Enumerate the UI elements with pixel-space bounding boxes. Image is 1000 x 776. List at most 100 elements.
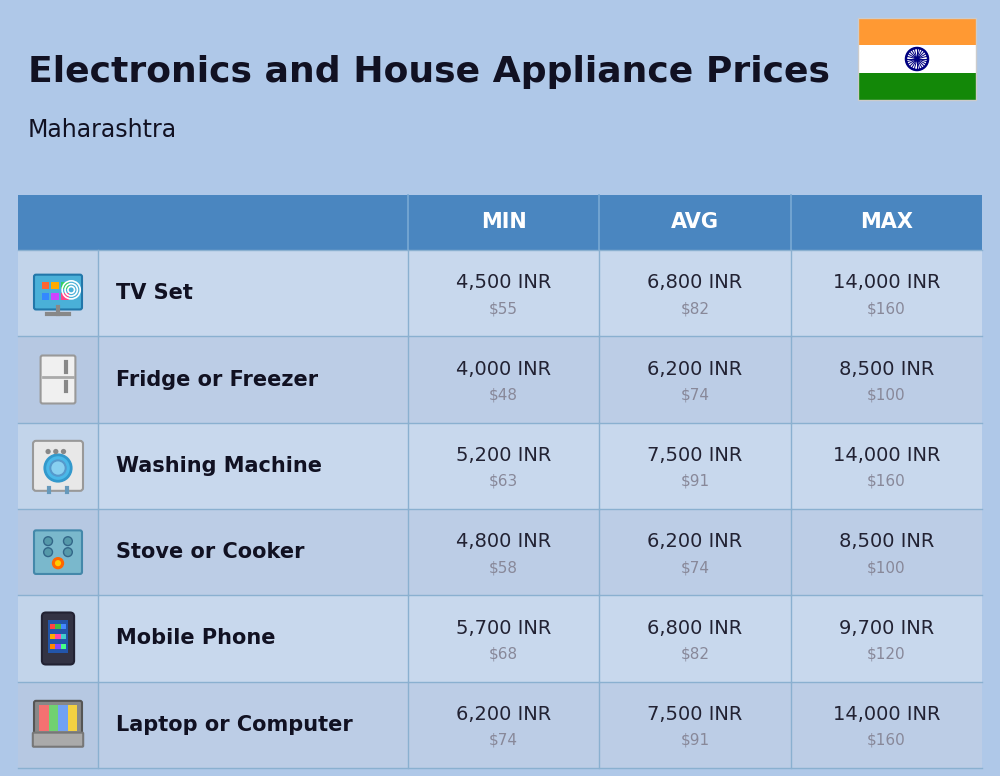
Circle shape [50, 460, 66, 476]
Text: MAX: MAX [860, 213, 913, 233]
Circle shape [52, 557, 64, 570]
Text: Washing Machine: Washing Machine [116, 456, 322, 476]
Text: Stove or Cooker: Stove or Cooker [116, 542, 304, 562]
Text: Laptop or Computer: Laptop or Computer [116, 715, 353, 735]
Text: $160: $160 [867, 733, 906, 748]
Text: 14,000 INR: 14,000 INR [833, 273, 940, 293]
Text: 9,700 INR: 9,700 INR [839, 618, 934, 638]
Bar [18, 681, 98, 768]
Bar [858, 18, 976, 100]
Bar [61, 624, 66, 629]
Text: 6,200 INR: 6,200 INR [456, 705, 551, 724]
Text: Fridge or Freezer: Fridge or Freezer [116, 369, 318, 390]
Bar [18, 595, 98, 681]
Text: 14,000 INR: 14,000 INR [833, 446, 940, 465]
Text: 4,500 INR: 4,500 INR [456, 273, 551, 293]
Bar [39, 705, 49, 731]
Circle shape [55, 560, 61, 566]
Text: 4,800 INR: 4,800 INR [456, 532, 551, 551]
Bar [42, 293, 49, 300]
Bar [858, 18, 976, 45]
Bar [61, 634, 66, 639]
FancyBboxPatch shape [33, 733, 83, 747]
Text: 7,500 INR: 7,500 INR [647, 705, 743, 724]
Bar [18, 423, 98, 509]
Text: $160: $160 [867, 301, 906, 316]
Bar [61, 282, 69, 289]
Text: 8,500 INR: 8,500 INR [839, 359, 934, 379]
Bar [18, 336, 982, 423]
Text: $100: $100 [867, 560, 906, 575]
Bar [50, 624, 55, 629]
Text: $63: $63 [489, 474, 518, 489]
Circle shape [64, 548, 72, 556]
Bar [18, 195, 408, 250]
Text: TV Set: TV Set [116, 283, 193, 303]
Text: 6,200 INR: 6,200 INR [647, 532, 743, 551]
Bar [18, 509, 98, 595]
FancyBboxPatch shape [41, 355, 75, 404]
Circle shape [53, 449, 58, 454]
Text: 5,200 INR: 5,200 INR [456, 446, 551, 465]
Bar [39, 705, 77, 731]
Text: $120: $120 [867, 646, 906, 661]
Text: $91: $91 [680, 733, 710, 748]
Text: $74: $74 [680, 387, 710, 403]
Bar [791, 195, 982, 250]
Text: $74: $74 [489, 733, 518, 748]
Bar [18, 336, 98, 423]
Text: 5,700 INR: 5,700 INR [456, 618, 551, 638]
Bar [55, 624, 61, 629]
Bar [18, 595, 982, 681]
Bar [858, 45, 976, 73]
Text: 4,000 INR: 4,000 INR [456, 359, 551, 379]
Bar [18, 681, 982, 768]
Circle shape [61, 449, 66, 454]
Text: $82: $82 [680, 646, 710, 661]
Text: 6,800 INR: 6,800 INR [647, 618, 743, 638]
Bar [48, 620, 68, 653]
Bar [49, 705, 58, 731]
Bar [51, 282, 59, 289]
FancyBboxPatch shape [34, 530, 82, 574]
Bar [68, 705, 77, 731]
Bar [50, 643, 55, 649]
Bar [50, 634, 55, 639]
Text: Maharashtra: Maharashtra [28, 118, 177, 142]
Text: 6,800 INR: 6,800 INR [647, 273, 743, 293]
Circle shape [44, 537, 52, 546]
Bar [58, 705, 68, 731]
Text: $58: $58 [489, 560, 518, 575]
Bar [18, 509, 982, 595]
Text: $68: $68 [489, 646, 518, 661]
Text: 7,500 INR: 7,500 INR [647, 446, 743, 465]
Circle shape [45, 455, 71, 481]
Text: AVG: AVG [671, 213, 719, 233]
Circle shape [916, 57, 918, 61]
Text: 14,000 INR: 14,000 INR [833, 705, 940, 724]
Bar [42, 282, 49, 289]
Text: $74: $74 [680, 560, 710, 575]
Bar [18, 250, 98, 336]
Text: $48: $48 [489, 387, 518, 403]
Text: $160: $160 [867, 474, 906, 489]
Bar [408, 195, 599, 250]
Bar [61, 293, 69, 300]
Text: $82: $82 [680, 301, 710, 316]
Bar [599, 195, 791, 250]
FancyBboxPatch shape [34, 275, 82, 310]
Text: $91: $91 [680, 474, 710, 489]
Text: Mobile Phone: Mobile Phone [116, 629, 276, 649]
Text: 6,200 INR: 6,200 INR [647, 359, 743, 379]
Circle shape [64, 537, 72, 546]
Bar [55, 643, 61, 649]
Bar [858, 73, 976, 100]
Text: $55: $55 [489, 301, 518, 316]
FancyBboxPatch shape [42, 612, 74, 664]
Text: MIN: MIN [481, 213, 527, 233]
Bar [61, 643, 66, 649]
FancyBboxPatch shape [34, 701, 82, 736]
FancyBboxPatch shape [33, 441, 83, 491]
Circle shape [45, 449, 51, 454]
Text: Electronics and House Appliance Prices: Electronics and House Appliance Prices [28, 55, 830, 89]
